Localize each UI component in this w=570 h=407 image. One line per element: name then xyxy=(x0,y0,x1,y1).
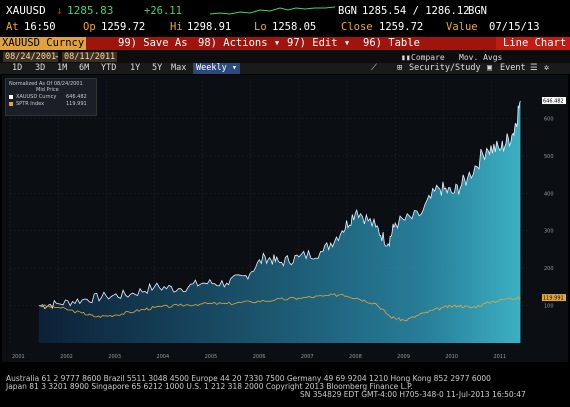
x-tick-label: 2003 xyxy=(108,354,121,360)
period-3d[interactable]: 3D xyxy=(35,63,46,73)
period-1m[interactable]: 1M xyxy=(57,63,68,73)
y-tick-label: 400 xyxy=(544,191,554,197)
security-label[interactable]: XAUUSD Curncy xyxy=(0,37,87,50)
x-tick-label: 2009 xyxy=(397,354,410,360)
quote-time: 16:50 xyxy=(24,21,56,33)
mov-avgs-button[interactable]: Mov. Avgs xyxy=(459,53,503,62)
actions-menu[interactable]: 98) Actions ▾ xyxy=(198,37,281,49)
end-date-field[interactable]: 08/11/2011 xyxy=(62,52,118,62)
save-as-button[interactable]: 99) Save As xyxy=(118,37,188,49)
chart-type-label[interactable]: Line Chart xyxy=(503,37,567,49)
x-tick-label: 2005 xyxy=(205,354,218,360)
last-value-tag-xauusd xyxy=(542,97,566,105)
y-tick-label: 300 xyxy=(544,229,554,235)
open-value: 1259.72 xyxy=(101,21,146,33)
close-value: 1259.72 xyxy=(379,21,424,33)
legend-series-sptr: SPTR Index xyxy=(16,101,45,107)
low-label: Lo xyxy=(254,21,267,33)
chart-legend[interactable]: Normalized As Of 08/24/2001 Mid Price XA… xyxy=(5,78,97,116)
legend-title: Normalized As Of 08/24/2001 xyxy=(9,81,83,87)
legend-swatch-sptr xyxy=(9,102,13,106)
last-value-text-xauusd: 646.482 xyxy=(543,99,564,105)
date-separator: - xyxy=(54,52,60,62)
edit-menu[interactable]: 97) Edit ▾ xyxy=(287,37,351,49)
quote-line-1: XAUUSD ↓ 1285.83 +26.11 BGN 1285.54 / 12… xyxy=(0,4,570,18)
x-axis: 2001 2002 2003 2004 2005 2006 2007 2008 2009 2010… xyxy=(12,354,506,360)
legend-swatch-xauusd xyxy=(9,95,13,99)
period-ytd[interactable]: YTD xyxy=(101,63,117,73)
list-icon[interactable]: ☰ xyxy=(530,63,538,73)
x-tick-label: 2006 xyxy=(253,354,266,360)
start-date-field[interactable]: 08/24/2001 xyxy=(3,52,59,62)
value-label: Value xyxy=(446,21,478,33)
legend-series-xauusd: XAUUSD Curncy xyxy=(16,94,57,100)
high-value: 1298.91 xyxy=(187,21,232,33)
menu-bar: XAUUSD Curncy 99) Save As 98) Actions ▾ … xyxy=(0,37,570,50)
price-chart[interactable]: 2001 2002 2003 2004 2005 2006 2007 2008 2009 2010… xyxy=(2,75,568,362)
x-tick-label: 2004 xyxy=(156,354,169,360)
footer-contacts-2: Japan 81 3 3201 8900 Singapore 65 6212 1… xyxy=(6,382,413,391)
ticker: XAUUSD xyxy=(6,4,46,17)
period-1y[interactable]: 1Y xyxy=(130,63,141,73)
sparkline-icon xyxy=(210,6,335,15)
price-change: +26.11 xyxy=(144,5,182,17)
settings-icon[interactable]: ✲ xyxy=(544,63,550,73)
footer-session: SN 354829 EDT GMT-4:00 H705-348-0 11-Jul… xyxy=(300,390,526,399)
last-price: 1285.83 xyxy=(67,4,114,17)
bid-source: BGN xyxy=(338,5,357,17)
y-tick-label: 500 xyxy=(544,154,554,160)
x-tick-label: 2001 xyxy=(12,354,25,360)
open-label: Op xyxy=(83,21,96,33)
x-tick-label: 2010 xyxy=(445,354,458,360)
x-tick-label: 2002 xyxy=(60,354,73,360)
legend-value-sptr: 119.991 xyxy=(66,101,87,107)
legend-value-xauusd: 646.482 xyxy=(66,94,87,100)
line-draw-icon[interactable]: ⟋ xyxy=(371,63,377,73)
chart-type-section xyxy=(496,37,570,50)
frequency-dropdown[interactable]: Weekly ▾ xyxy=(193,63,240,74)
last-value-text-sptr: 119.991 xyxy=(543,296,564,302)
sptr-line xyxy=(38,293,521,322)
event-button[interactable]: Event xyxy=(500,63,526,73)
down-arrow-icon: ↓ xyxy=(56,4,63,17)
period-1d[interactable]: 1D xyxy=(12,63,23,73)
x-tick-label: 2008 xyxy=(349,354,362,360)
table-button[interactable]: 96) Table xyxy=(363,37,420,49)
xauusd-area xyxy=(38,101,521,343)
period-6m[interactable]: 6M xyxy=(79,63,90,73)
period-max[interactable]: Max xyxy=(171,63,187,73)
y-tick-label: 600 xyxy=(544,116,554,122)
low-value: 1258.05 xyxy=(272,21,317,33)
bid-ask: 1285.54 / 1286.12 xyxy=(362,5,470,17)
security-study-icon: ⊞ xyxy=(397,63,403,73)
compare-button[interactable]: Compare xyxy=(411,53,445,62)
ask-source: BGN xyxy=(468,5,487,17)
quote-line-2: At 16:50 Op 1259.72 Hi 1298.91 Lo 1258.0… xyxy=(0,20,570,34)
xauusd-line xyxy=(38,100,521,310)
period-5y[interactable]: 5Y xyxy=(152,63,163,73)
x-tick-label: 2007 xyxy=(301,354,314,360)
high-label: Hi xyxy=(170,21,183,33)
legend-subtitle: Mid Price xyxy=(36,87,59,93)
event-icon: ▣ xyxy=(487,63,493,73)
footer-contacts-1: Australia 61 2 9777 8600 Brazil 5511 304… xyxy=(6,374,491,383)
compare-icon[interactable]: ▮▮ xyxy=(401,53,411,62)
value-date: 07/15/13 xyxy=(489,21,540,33)
date-bar: 08/24/2001 - 08/11/2011 ▮▮ Compare Mov. … xyxy=(0,51,570,63)
close-label: Close xyxy=(341,21,373,33)
x-tick-label: 2011 xyxy=(493,354,506,360)
y-axis: 100 200 300 400 500 600 646.482 119.991 xyxy=(542,97,566,310)
security-study-button[interactable]: Security/Study xyxy=(409,63,481,73)
time-label: At xyxy=(6,21,19,33)
y-tick-label: 100 xyxy=(544,304,554,310)
last-value-tag-sptr xyxy=(542,294,566,302)
y-tick-label: 200 xyxy=(544,266,554,272)
period-toolbar: 1D 3D 1M 6M YTD 1Y 5Y Max Weekly ▾ ⟋ ⊞ S… xyxy=(0,63,570,74)
